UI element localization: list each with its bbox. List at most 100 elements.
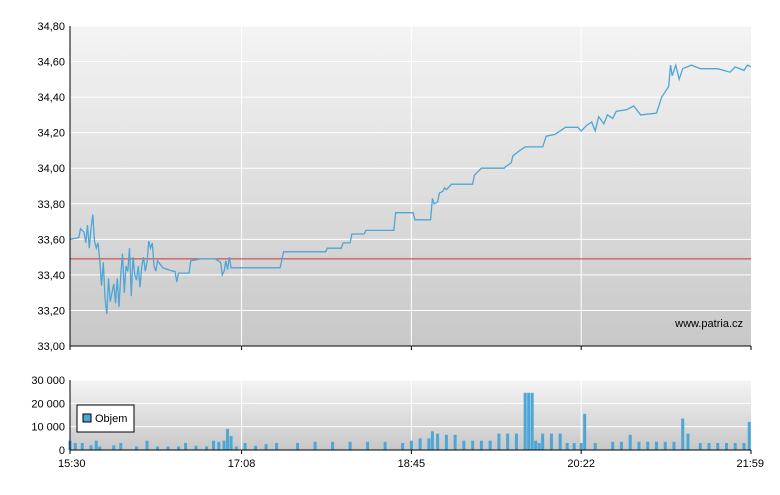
price-y-tick-labels: 33,00 33,20 33,40 33,60 33,80 34,00 34,20 34,40…	[37, 21, 65, 353]
volume-bar	[436, 433, 440, 450]
volume-bar	[579, 443, 583, 450]
legend-label: Objem	[95, 413, 127, 425]
volume-bar	[427, 438, 431, 450]
volume-panel: 0 10 000 20 000 30 000 15:30 17:08 18:45 20:22…	[31, 375, 764, 470]
volume-bar	[184, 443, 188, 450]
price-y-tick-label: 33,60	[37, 234, 65, 246]
volume-y-tick-labels: 0 10 000 20 000 30 000	[31, 375, 65, 457]
price-panel-background	[70, 26, 751, 346]
volume-bar	[583, 413, 587, 450]
price-y-tick-label: 33,00	[37, 341, 65, 353]
volume-bar	[534, 440, 538, 450]
volume-bar	[497, 433, 501, 450]
volume-bar	[383, 441, 387, 450]
legend-swatch-icon	[82, 413, 92, 423]
volume-bar	[488, 440, 492, 450]
volume-bar	[572, 443, 576, 450]
volume-bar	[194, 445, 198, 450]
volume-bar	[135, 446, 139, 450]
price-gridlines	[70, 25, 751, 346]
watermark-text: www.patria.cz	[674, 318, 743, 330]
volume-bar	[523, 392, 527, 450]
volume-bar	[119, 443, 123, 450]
price-x-tick-marks	[69, 346, 752, 350]
volume-bar	[593, 443, 597, 450]
volume-bar	[313, 441, 317, 450]
volume-bar	[637, 441, 641, 450]
volume-bar	[654, 441, 658, 450]
volume-bar	[747, 422, 751, 450]
volume-panel-background	[70, 380, 751, 450]
volume-bar	[742, 443, 746, 450]
volume-bar	[462, 440, 466, 450]
volume-bar	[537, 443, 541, 450]
price-y-tick-label: 33,40	[37, 270, 65, 282]
price-y-tick-label: 33,80	[37, 199, 65, 211]
volume-bar	[80, 443, 84, 450]
volume-y-tick-label: 30 000	[31, 375, 65, 387]
price-panel: www.patria.cz 33,0033,2033,4033,6033,803…	[37, 21, 752, 353]
volume-bar	[156, 446, 160, 450]
price-series-line	[70, 62, 751, 315]
volume-bar	[527, 392, 531, 450]
volume-bar	[348, 441, 352, 450]
volume-bar	[331, 441, 335, 450]
price-y-tick-label: 33,20	[37, 305, 65, 317]
price-y-tick-label: 34,80	[37, 21, 65, 33]
volume-bar	[646, 441, 650, 450]
volume-bar	[479, 440, 483, 450]
x-tick-label: 20:22	[567, 458, 595, 470]
x-tick-label: 21:59	[736, 458, 764, 470]
x-tick-label: 15:30	[58, 458, 86, 470]
price-y-tick-label: 34,00	[37, 163, 65, 175]
volume-bar	[663, 441, 667, 450]
volume-bar	[98, 446, 102, 450]
volume-bar	[541, 433, 545, 450]
volume-bar	[619, 441, 623, 450]
volume-bar	[112, 445, 116, 450]
volume-bar	[514, 433, 518, 450]
volume-bar	[222, 440, 226, 450]
volume-bar	[234, 446, 238, 450]
price-y-tick-label: 34,60	[37, 57, 65, 69]
volume-y-tick-label: 10 000	[31, 422, 65, 434]
volume-bar	[716, 443, 720, 450]
volume-bar	[275, 443, 279, 450]
volume-bar	[724, 443, 728, 450]
volume-bar	[177, 446, 181, 450]
volume-bar	[611, 441, 615, 450]
volume-bar	[296, 443, 300, 450]
volume-bar	[264, 444, 268, 450]
volume-bar	[366, 441, 370, 450]
volume-bar	[471, 440, 475, 450]
volume-y-tick-label: 0	[59, 445, 65, 457]
volume-bar	[73, 443, 77, 450]
volume-bar	[565, 443, 569, 450]
volume-bar	[549, 433, 553, 450]
volume-bar	[418, 438, 422, 450]
volume-bar	[229, 436, 233, 450]
volume-bar	[89, 445, 93, 450]
x-tick-label: 18:45	[398, 458, 426, 470]
volume-x-tick-labels: 15:30 17:08 18:45 20:22 21:59	[58, 450, 764, 470]
volume-y-tick-label: 20 000	[31, 398, 65, 410]
volume-bars	[68, 392, 751, 450]
x-tick-label: 17:08	[228, 458, 256, 470]
volume-bar	[212, 440, 216, 450]
price-y-tick-label: 34,20	[37, 128, 65, 140]
volume-bar	[698, 443, 702, 450]
volume-bar	[681, 418, 685, 450]
volume-bar	[707, 443, 711, 450]
volume-gridlines	[70, 379, 751, 450]
volume-bar	[94, 440, 98, 450]
volume-bar	[444, 434, 448, 450]
volume-bar	[166, 446, 170, 450]
volume-bar	[226, 429, 230, 450]
price-y-tick-label: 34,40	[37, 92, 65, 104]
volume-bar	[628, 434, 632, 450]
volume-bar	[430, 431, 434, 450]
volume-bar	[243, 443, 247, 450]
volume-bar	[733, 443, 737, 450]
